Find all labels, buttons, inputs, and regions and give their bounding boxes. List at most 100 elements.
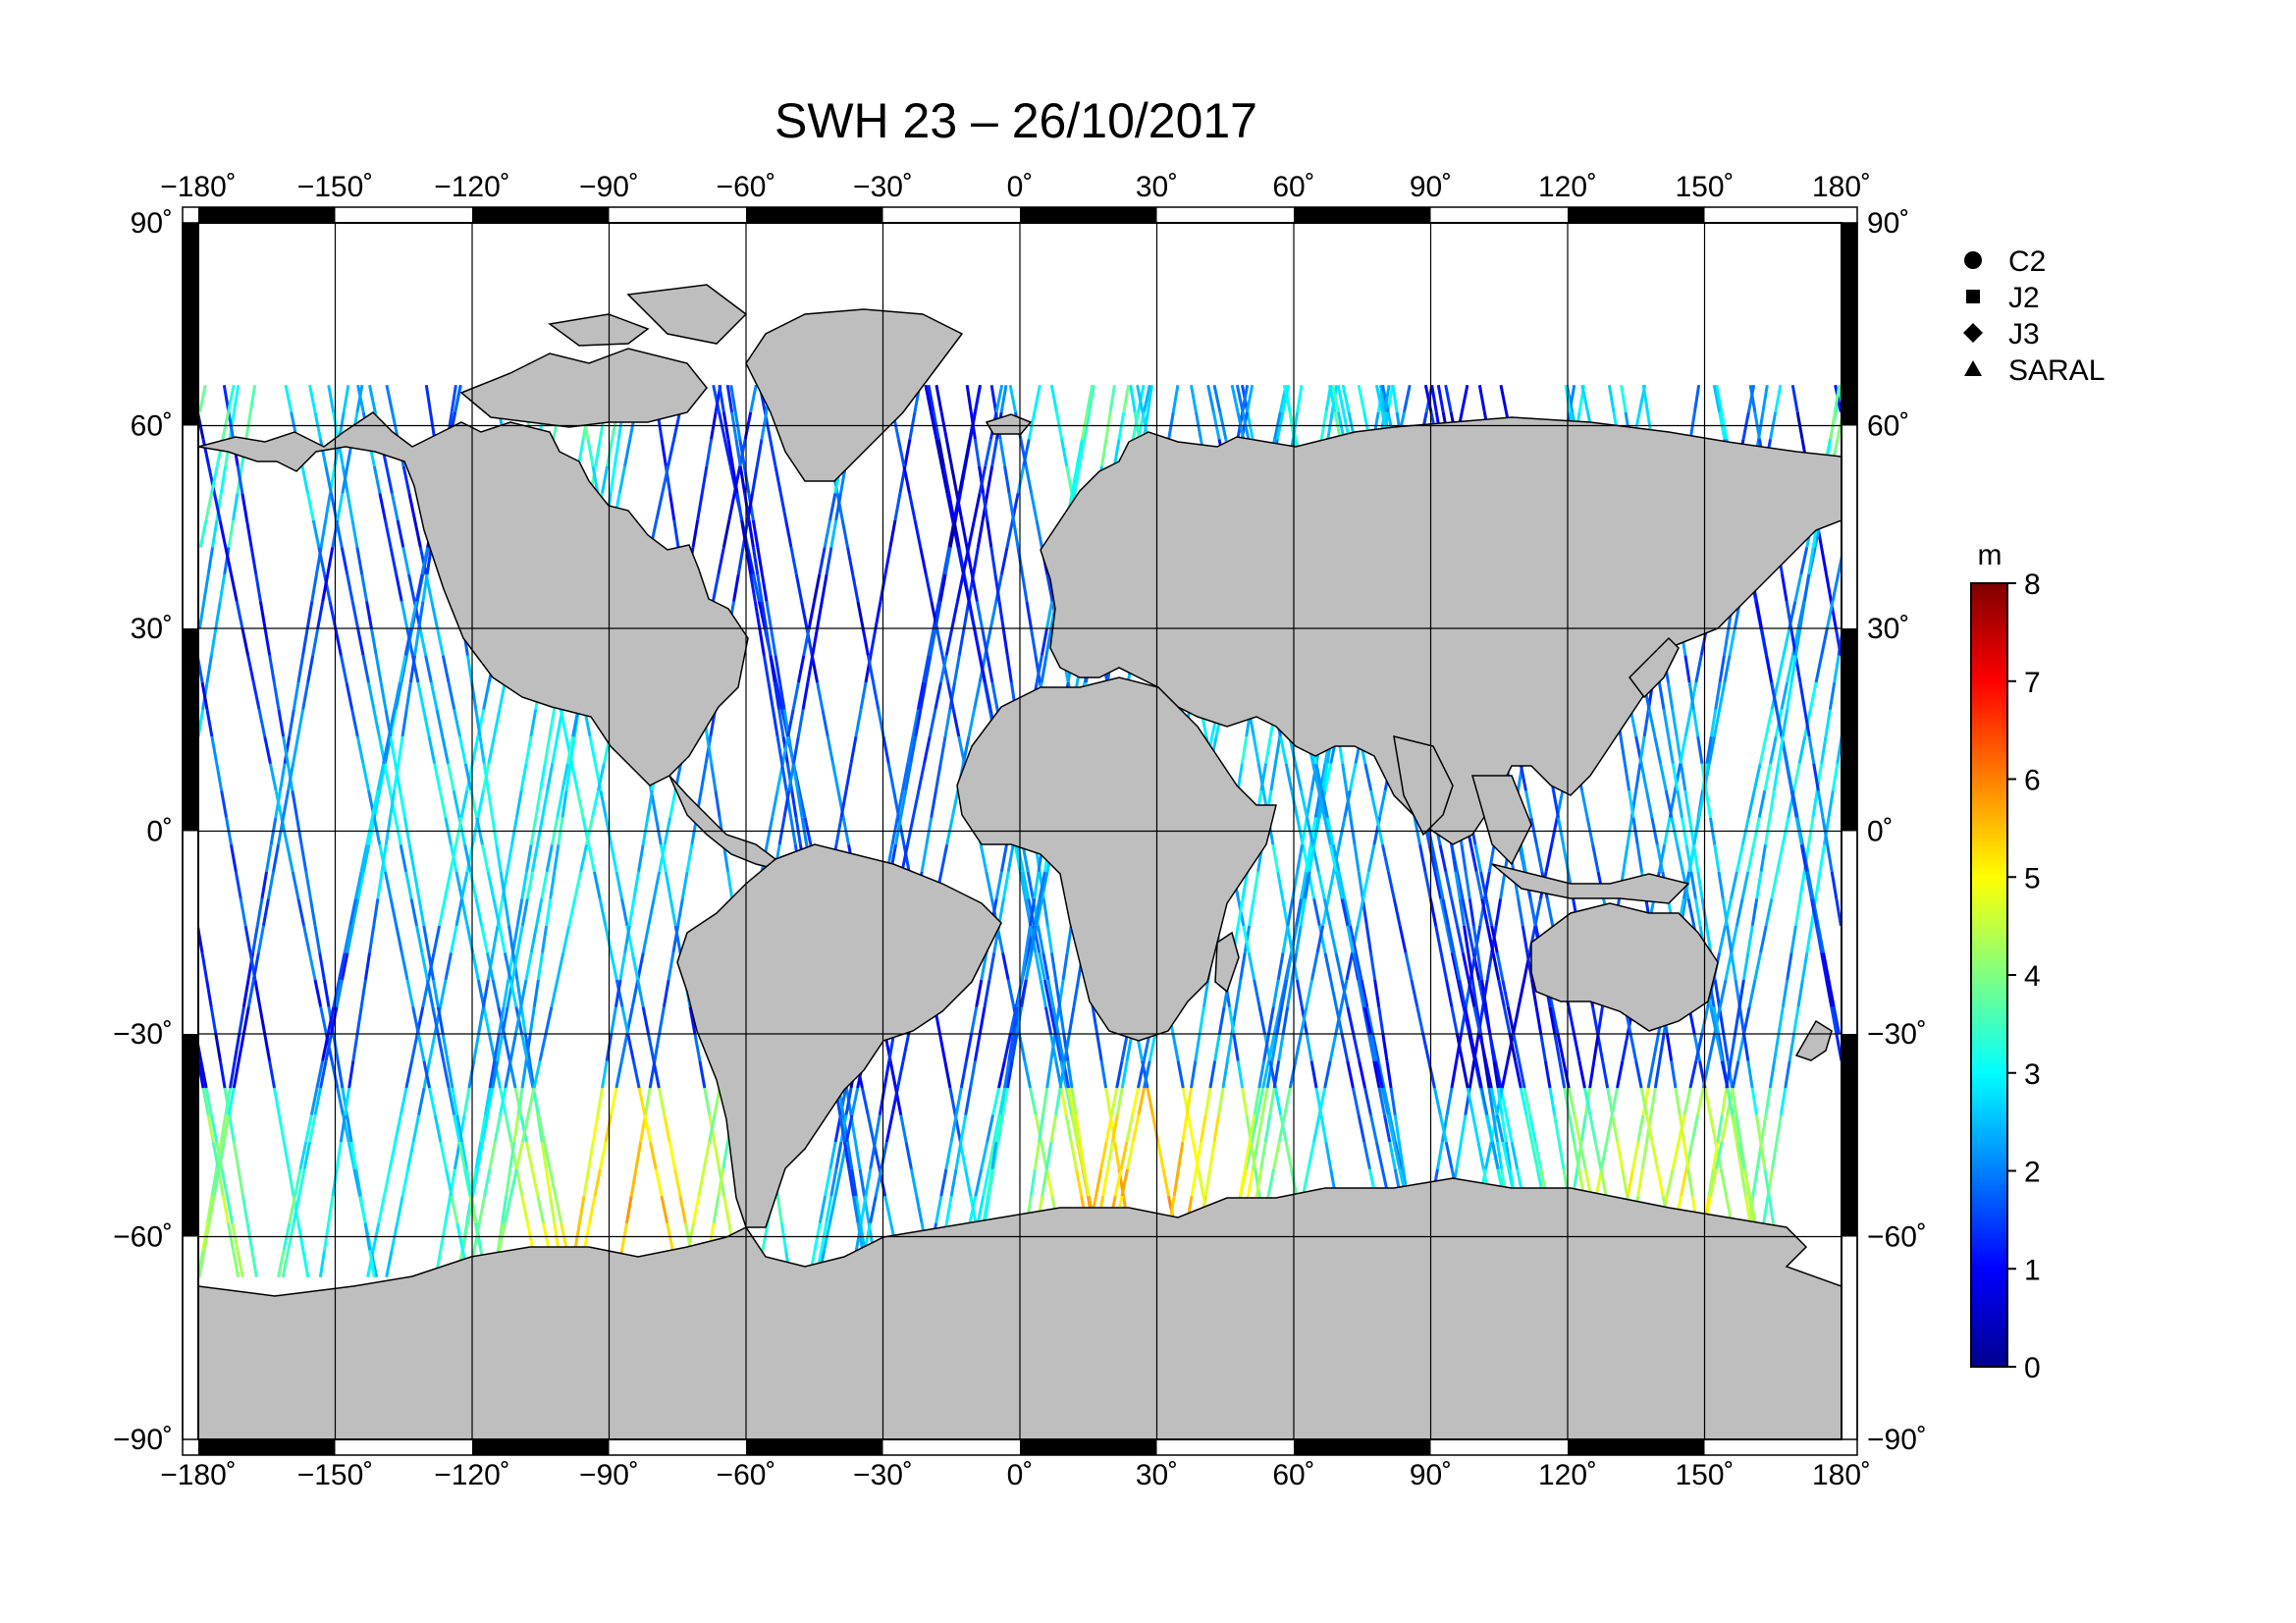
track-segment xyxy=(1007,1033,1015,1061)
track-segment xyxy=(1380,1087,1390,1115)
track-segment xyxy=(1499,871,1507,899)
track-segment xyxy=(318,1250,327,1278)
lon-tick-bottom: −150˚ xyxy=(297,1459,374,1491)
track-segment xyxy=(1599,1168,1608,1197)
track-segment xyxy=(1311,1114,1321,1143)
track-segment xyxy=(313,1087,323,1115)
track-segment xyxy=(219,1114,228,1143)
track-segment xyxy=(950,601,959,629)
track-segment xyxy=(1726,925,1734,953)
track-segment xyxy=(1656,1168,1665,1197)
track-segment xyxy=(834,1141,843,1169)
track-segment xyxy=(361,655,370,683)
track-segment xyxy=(1253,979,1261,1007)
track-segment xyxy=(1679,735,1687,764)
track-segment xyxy=(654,1168,664,1197)
track-segment xyxy=(1452,952,1462,981)
track-segment xyxy=(1459,1114,1468,1143)
track-segment xyxy=(601,1060,609,1089)
track-segment xyxy=(538,1033,548,1061)
lon-tick-bottom: −120˚ xyxy=(434,1459,510,1491)
track-segment xyxy=(432,925,442,953)
land-new-zealand xyxy=(1794,1019,1833,1061)
track-segment xyxy=(205,709,214,737)
track-segment xyxy=(543,1141,552,1169)
track-segment xyxy=(1273,735,1282,764)
track-segment xyxy=(1740,871,1750,899)
lat-tick-right: −90˚ xyxy=(1867,1424,1927,1456)
track-segment xyxy=(424,655,433,683)
track-segment xyxy=(751,547,760,575)
track-segment xyxy=(396,1195,404,1224)
track-segment xyxy=(958,465,967,494)
track-segment xyxy=(829,519,838,548)
track-segment xyxy=(1461,898,1470,927)
track-segment xyxy=(1049,1114,1057,1143)
track-segment xyxy=(1496,1087,1504,1115)
track-segment xyxy=(1161,1168,1170,1197)
track-segment xyxy=(1553,1033,1562,1061)
track-segment xyxy=(1242,925,1251,953)
track-segment xyxy=(1679,763,1687,791)
track-segment xyxy=(1236,763,1244,791)
track-segment xyxy=(1029,627,1038,656)
track-segment xyxy=(444,952,453,981)
track-segment xyxy=(924,573,934,602)
legend-label: C2 xyxy=(2008,245,2046,278)
track-segment xyxy=(960,519,969,548)
track-segment xyxy=(495,844,503,873)
track-segment xyxy=(974,384,983,413)
track-segment xyxy=(1238,1168,1247,1197)
track-segment xyxy=(306,493,315,521)
track-segment xyxy=(1626,1168,1635,1197)
track-segment xyxy=(934,681,942,710)
track-segment xyxy=(205,979,213,1007)
track-segment xyxy=(980,1141,989,1169)
track-segment xyxy=(541,789,550,819)
track-segment xyxy=(258,1006,267,1035)
track-segment xyxy=(530,843,539,873)
track-segment xyxy=(1786,655,1794,683)
track-segment xyxy=(288,1195,296,1224)
track-segment xyxy=(346,925,354,953)
track-segment xyxy=(514,789,523,818)
track-segment xyxy=(345,681,354,710)
track-segment xyxy=(1272,1141,1281,1169)
track-segment xyxy=(535,898,544,927)
track-segment xyxy=(989,547,997,575)
track-segment xyxy=(1381,384,1390,413)
track-segment xyxy=(1012,519,1020,548)
track-segment xyxy=(253,979,262,1007)
track-segment xyxy=(237,1168,244,1197)
track-segment xyxy=(415,925,424,953)
track-segment xyxy=(988,952,996,981)
track-segment xyxy=(1722,1033,1730,1061)
track-segment xyxy=(1112,439,1121,467)
track-segment xyxy=(254,573,262,602)
track-segment xyxy=(457,1141,466,1169)
track-segment xyxy=(396,519,405,548)
track-segment xyxy=(1245,384,1255,413)
track-segment xyxy=(1548,1087,1557,1115)
track-segment xyxy=(1323,952,1333,981)
track-segment xyxy=(1550,1006,1560,1035)
frame-block-right xyxy=(1842,628,1857,832)
track-segment xyxy=(1495,1114,1505,1143)
track-segment xyxy=(1299,871,1308,899)
track-segment xyxy=(998,1087,1007,1115)
track-segment xyxy=(1528,1114,1537,1143)
track-segment xyxy=(199,1060,208,1089)
track-segment xyxy=(420,952,429,981)
track-segment xyxy=(899,1114,908,1143)
track-segment xyxy=(545,898,553,927)
track-segment xyxy=(417,601,425,629)
track-segment xyxy=(467,1060,476,1089)
track-segment xyxy=(414,573,424,602)
track-segment xyxy=(1683,789,1691,818)
track-segment xyxy=(238,1006,245,1035)
track-segment xyxy=(1534,1006,1543,1035)
track-segment xyxy=(272,843,280,873)
track-segment xyxy=(1508,1033,1518,1061)
track-segment xyxy=(632,871,641,899)
track-segment xyxy=(409,601,418,629)
